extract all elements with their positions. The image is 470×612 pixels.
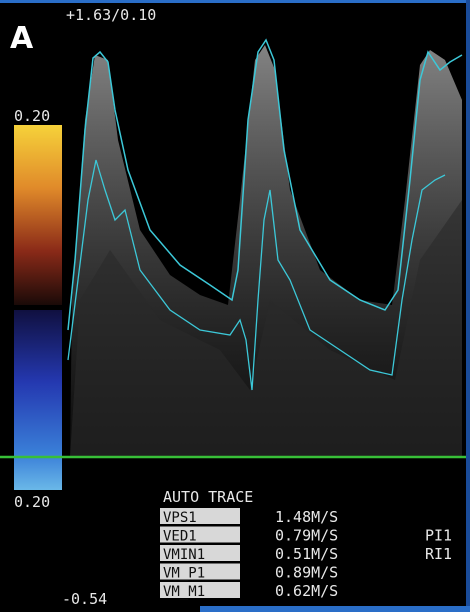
color-bar-positive xyxy=(14,125,62,305)
measure-value: 0.51M/S xyxy=(275,545,338,563)
panel-label: A xyxy=(10,21,34,56)
frame-top xyxy=(0,0,470,3)
frame-bottom xyxy=(200,606,470,612)
frame-right xyxy=(466,0,470,612)
color-bar-negative xyxy=(14,310,62,490)
scale-baseline: -0.54 xyxy=(62,590,107,608)
ultrasound-screen: A +1.63/0.10 0.20 0.20 -0.54 AUTO TRACE … xyxy=(0,0,470,612)
measure-label: VM_P1 xyxy=(163,566,205,582)
measure-value: 0.89M/S xyxy=(275,564,338,582)
measure-value: 0.79M/S xyxy=(275,527,338,545)
trace-title: AUTO TRACE xyxy=(163,488,253,506)
scale-bottom: 0.20 xyxy=(14,493,50,511)
scale-top: 0.20 xyxy=(14,107,50,125)
index-label: RI1 xyxy=(425,545,452,563)
index-label: PI1 xyxy=(425,527,452,545)
measure-value: 0.62M/S xyxy=(275,582,338,600)
measure-label: VPS1 xyxy=(163,510,197,526)
header-readout: +1.63/0.10 xyxy=(66,6,156,24)
measure-value: 1.48M/S xyxy=(275,508,338,526)
measure-label: VMIN1 xyxy=(163,547,205,563)
measure-label: VED1 xyxy=(163,529,197,545)
measure-label: VM_M1 xyxy=(163,584,205,600)
